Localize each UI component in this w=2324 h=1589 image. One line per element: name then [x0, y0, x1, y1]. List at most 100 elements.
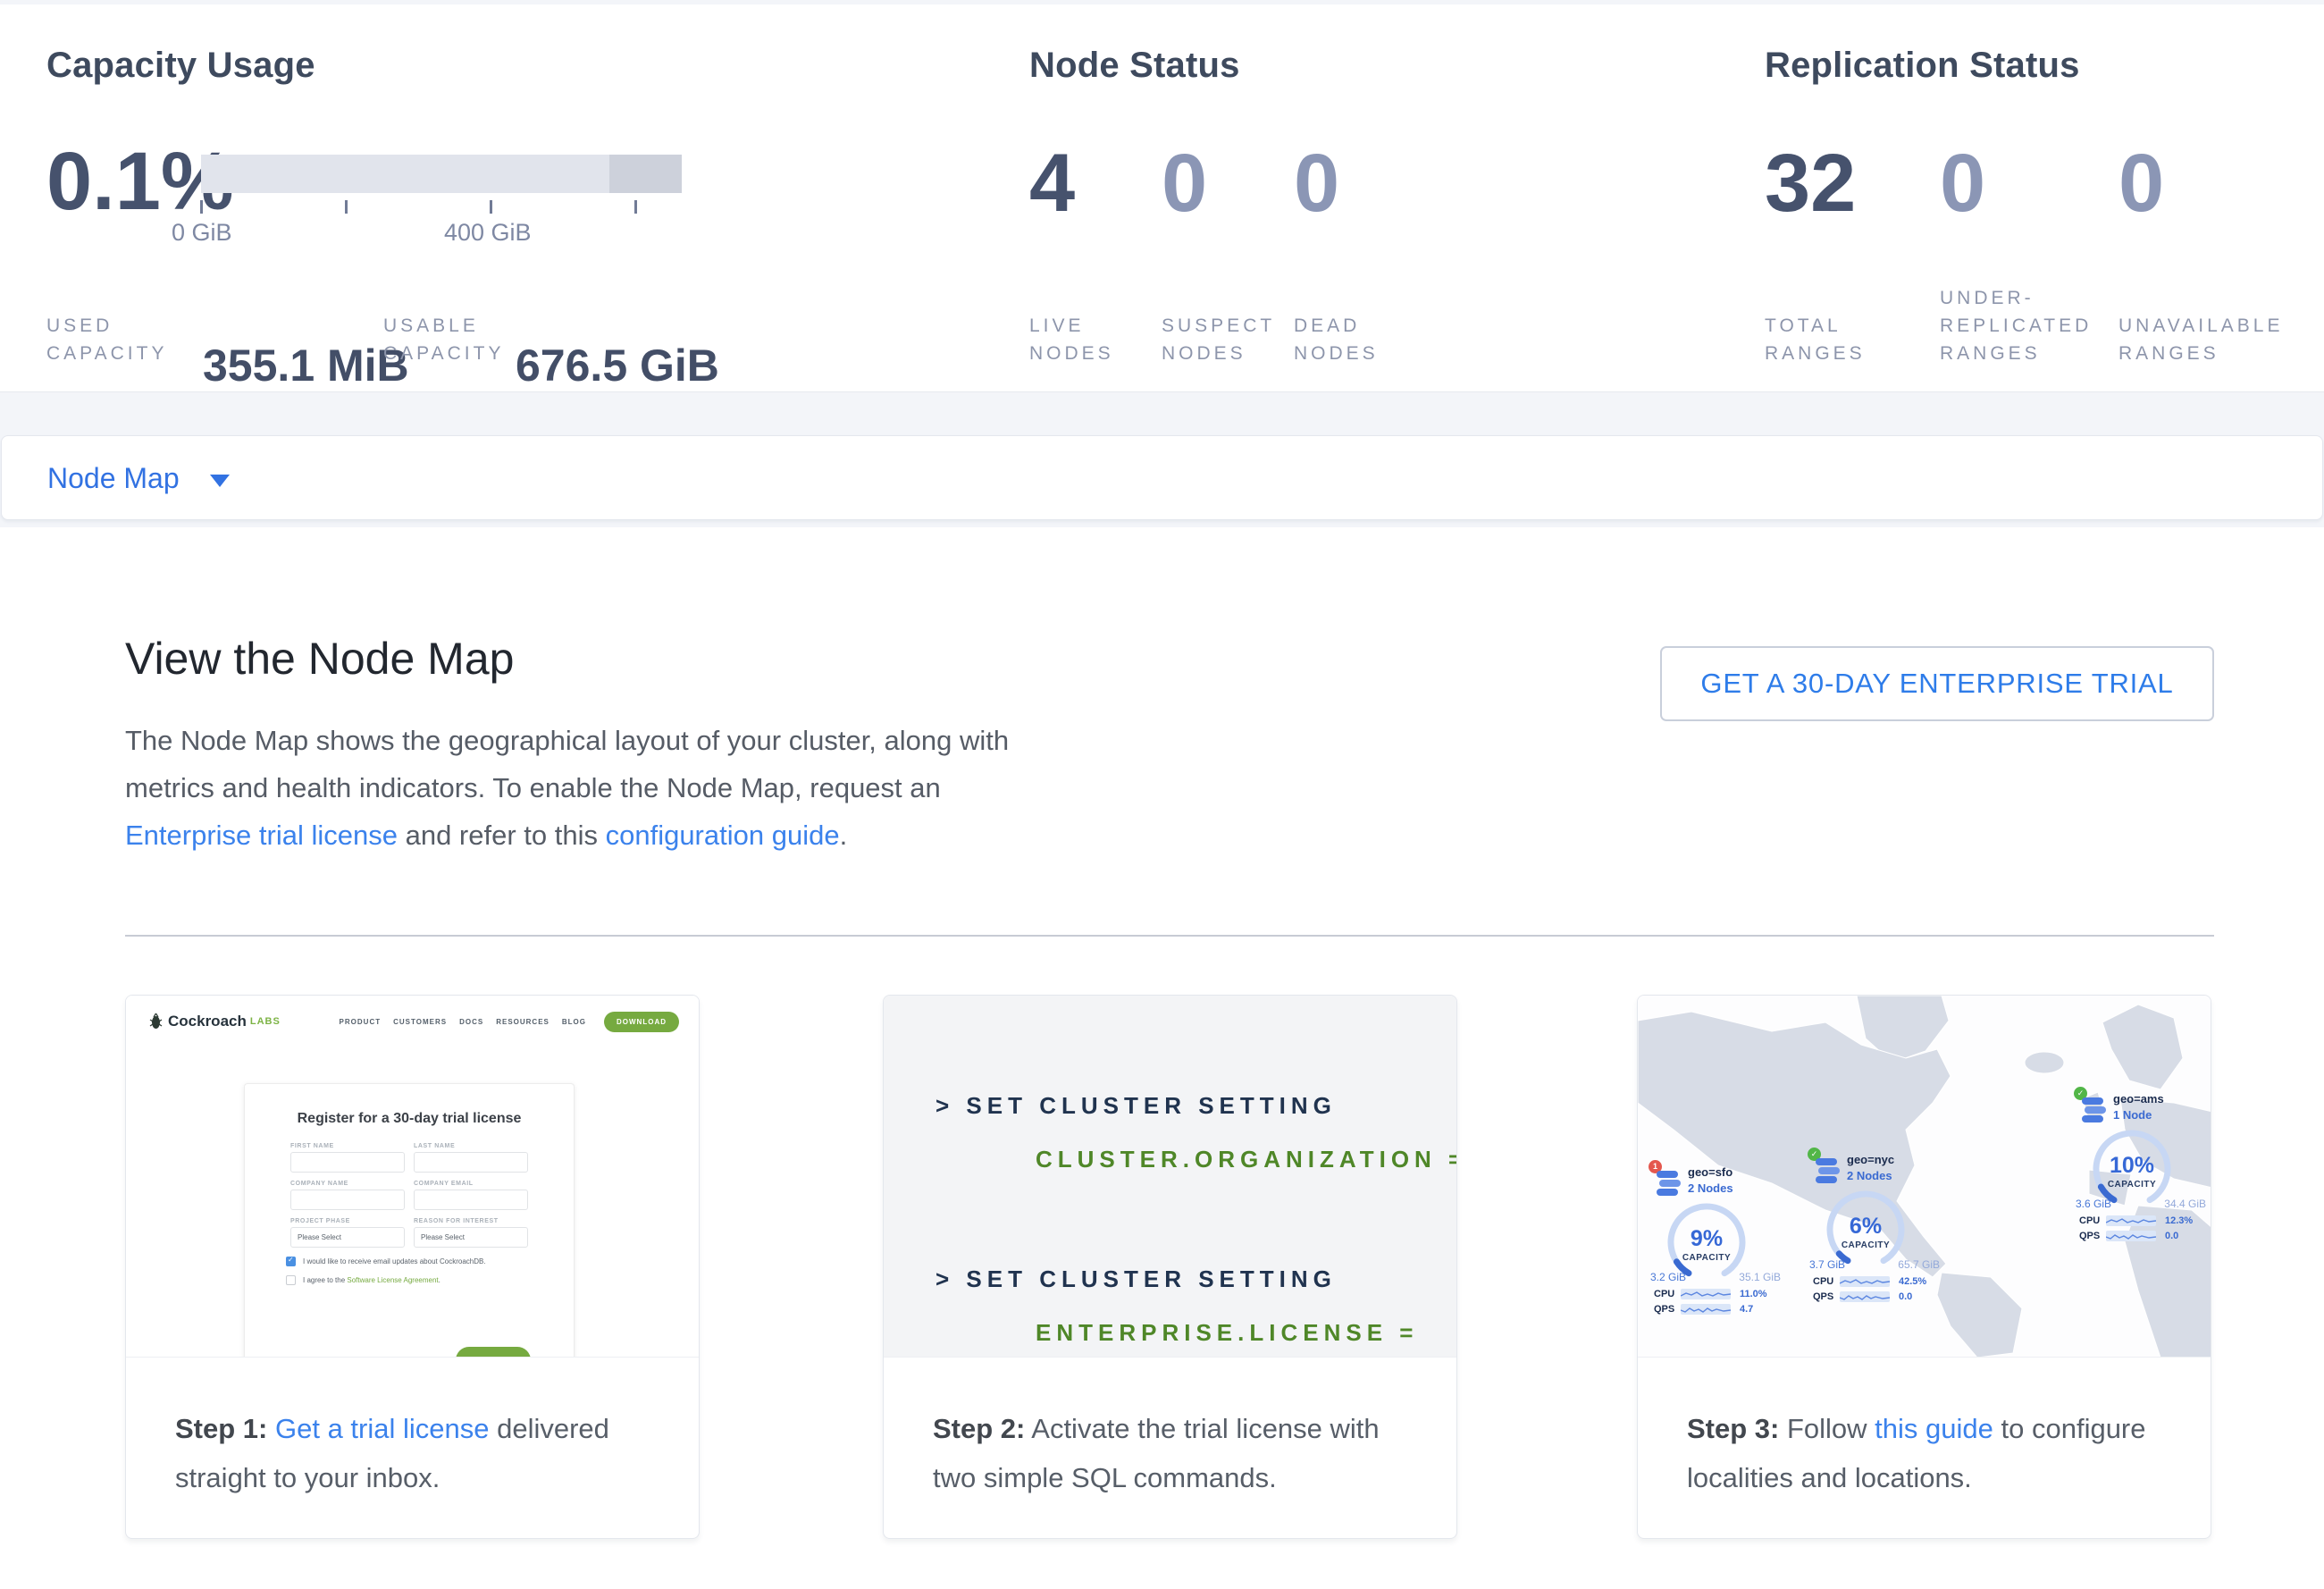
view-selector-bar: Node Map	[1, 435, 2323, 520]
node-status-title: Node Status	[1029, 46, 1240, 85]
sql-line: ENTERPRISE.LICENSE =	[1036, 1319, 1419, 1346]
mini-email-updates-checkbox-row: I would like to receive email updates ab…	[286, 1256, 574, 1266]
cpu-row: CPU 11.0%	[1654, 1289, 1767, 1299]
mini-field-input	[414, 1190, 528, 1210]
mini-nav-item: BLOG	[561, 1017, 586, 1026]
node-map-description: The Node Map shows the geographical layo…	[125, 725, 1010, 851]
sql-line: > SET CLUSTER SETTING	[935, 1265, 1337, 1292]
capacity-gauge	[1667, 1203, 1746, 1282]
step2-thumbnail: > SET CLUSTER SETTING CLUSTER.ORGANIZATI…	[884, 996, 1456, 1358]
node-status-section: Node Status 4 0 0 LIVE NODES SUSPECT NODES…	[1029, 4, 1708, 391]
mini-form-fields: FIRST NAME LAST NAME COMPANY NAME	[245, 1143, 574, 1248]
mini-nav-item: CUSTOMERS	[393, 1017, 448, 1026]
cpu-sparkline	[2106, 1215, 2156, 1226]
node-map-placeholder-panel: View the Node Map The Node Map shows the…	[0, 527, 2324, 1589]
step3-caption: Step 3: Follow this guide to configure l…	[1687, 1413, 2146, 1493]
qps-value: 4.7	[1740, 1304, 1754, 1315]
step1-caption: Step 1: Get a trial license delivered st…	[175, 1413, 609, 1493]
step2-card: > SET CLUSTER SETTING CLUSTER.ORGANIZATI…	[883, 995, 1457, 1539]
capacity-axis-label-400: 400 GiB	[444, 219, 532, 246]
mini-field-label: COMPANY EMAIL	[414, 1181, 474, 1187]
step1-card: Cockroach LABS PRODUCT CUSTOMERS DOCS RESOU…	[125, 995, 700, 1539]
mini-nav-item: DOCS	[459, 1017, 484, 1026]
step1-thumbnail: Cockroach LABS PRODUCT CUSTOMERS DOCS RESOU…	[126, 996, 699, 1358]
total-ranges-count: 32	[1765, 138, 1857, 229]
cpu-value: 12.3%	[2165, 1215, 2194, 1226]
capacity-percent: 6%	[1849, 1214, 1883, 1239]
capacity-axis-tick	[345, 200, 348, 214]
mini-field-input	[290, 1190, 405, 1210]
dead-nodes-label: DEAD NODES	[1294, 315, 1379, 364]
mini-form-field: REASON FOR INTEREST Please Select	[414, 1218, 528, 1248]
enterprise-trial-license-link[interactable]: Enterprise trial license	[125, 820, 398, 851]
qps-row: QPS 4.7	[1654, 1304, 1754, 1315]
mini-form-title: Register for a 30-day trial license	[297, 1111, 522, 1126]
total-ranges-label: TOTAL RANGES	[1765, 315, 1866, 364]
under-replicated-label: UNDER- REPLICATED RANGES	[1940, 288, 2093, 364]
capacity-caption: CAPACITY	[1682, 1253, 1732, 1263]
capacity-caption: CAPACITY	[2107, 1180, 2157, 1190]
mini-check-text: I would like to receive email updates ab…	[303, 1257, 486, 1265]
get-trial-license-link[interactable]: Get a trial license	[274, 1413, 490, 1444]
capacity-axis-tick	[490, 200, 492, 214]
capacity-total: 34.4 GiB	[2164, 1198, 2206, 1210]
chevron-down-icon	[209, 474, 230, 487]
usable-capacity-value: 676.5 GiB	[516, 340, 719, 391]
suspect-nodes-label: SUSPECT NODES	[1162, 315, 1276, 364]
qps-value: 0.0	[1899, 1291, 1913, 1302]
world-map	[1638, 996, 2211, 1357]
step2-caption: Step 2: Activate the trial license with …	[933, 1413, 1380, 1493]
node-map-dropdown[interactable]: Node Map	[47, 462, 230, 495]
capacity-usage-section: Capacity Usage 0.1% 0 GiB 400 GiB USED CA…	[46, 4, 985, 391]
mini-nav: PRODUCT CUSTOMERS DOCS RESOURCES BLOG	[340, 1018, 586, 1026]
cpu-sparkline	[1681, 1289, 1731, 1299]
capacity-bar	[201, 155, 682, 193]
cockroach-logo-icon	[149, 1013, 163, 1029]
cpu-row: CPU 12.3%	[2079, 1215, 2194, 1226]
mini-submit-button: SUBMIT	[455, 1347, 531, 1357]
mini-form-field: COMPANY EMAIL	[414, 1181, 528, 1210]
cpu-value: 42.5%	[1899, 1276, 1927, 1287]
replication-status-title: Replication Status	[1765, 46, 2080, 85]
capacity-used: 3.6 GiB	[2076, 1198, 2112, 1210]
qps-row: QPS 0.0	[2079, 1231, 2179, 1241]
qps-sparkline	[1840, 1291, 1890, 1302]
mini-form-field: COMPANY NAME	[290, 1181, 405, 1210]
live-nodes-count: 4	[1029, 138, 1076, 229]
used-capacity-label: USED CAPACITY	[46, 315, 168, 364]
mini-site-header: Cockroach LABS PRODUCT CUSTOMERS DOCS RESOU…	[126, 996, 699, 1047]
locality-name: geo=nyc	[1847, 1153, 1895, 1166]
used-capacity-value: 355.1 MiB	[203, 340, 409, 391]
mini-field-label: PROJECT PHASE	[290, 1218, 350, 1224]
brand-suffix: LABS	[249, 1016, 281, 1027]
usable-capacity-label: USABLE CAPACITY	[383, 315, 505, 364]
mini-nav-item: RESOURCES	[496, 1017, 550, 1026]
mini-form-field: PROJECT PHASE Please Select	[290, 1218, 405, 1248]
locality-node-count: 2 Nodes	[1847, 1169, 1892, 1182]
capacity-range: 3.7 GiB 65.7 GiB	[1809, 1258, 1940, 1271]
database-icon	[1657, 1171, 1681, 1196]
brand-name: Cockroach	[168, 1013, 247, 1030]
configuration-guide-link[interactable]: configuration guide	[605, 820, 840, 851]
capacity-percent: 10%	[2109, 1153, 2155, 1178]
mini-field-label: REASON FOR INTEREST	[414, 1218, 499, 1224]
mini-field-input: Please Select	[414, 1227, 528, 1248]
checkbox-checked-icon	[286, 1256, 296, 1266]
mini-field-input: Please Select	[290, 1227, 405, 1248]
get-enterprise-trial-button[interactable]: GET A 30-DAY ENTERPRISE TRIAL	[1660, 646, 2214, 721]
capacity-range: 3.2 GiB 35.1 GiB	[1650, 1271, 1781, 1283]
locality-node-count: 1 Node	[2113, 1108, 2152, 1122]
live-nodes-label: LIVE NODES	[1029, 315, 1114, 364]
mini-field-input	[414, 1152, 528, 1173]
qps-value: 0.0	[2165, 1231, 2179, 1241]
capacity-axis-label-zero: 0 GiB	[172, 219, 232, 246]
dead-nodes-count: 0	[1294, 138, 1340, 229]
database-icon	[2082, 1097, 2106, 1122]
cluster-summary-panel: Capacity Usage 0.1% 0 GiB 400 GiB USED CA…	[0, 4, 2324, 392]
mini-form-field: LAST NAME	[414, 1143, 528, 1173]
cockroach-labs-logo: Cockroach LABS	[149, 1013, 281, 1030]
suspect-nodes-count: 0	[1162, 138, 1208, 229]
capacity-total: 65.7 GiB	[1898, 1258, 1940, 1271]
page-title: View the Node Map	[125, 634, 515, 684]
this-guide-link[interactable]: this guide	[1875, 1413, 1993, 1444]
